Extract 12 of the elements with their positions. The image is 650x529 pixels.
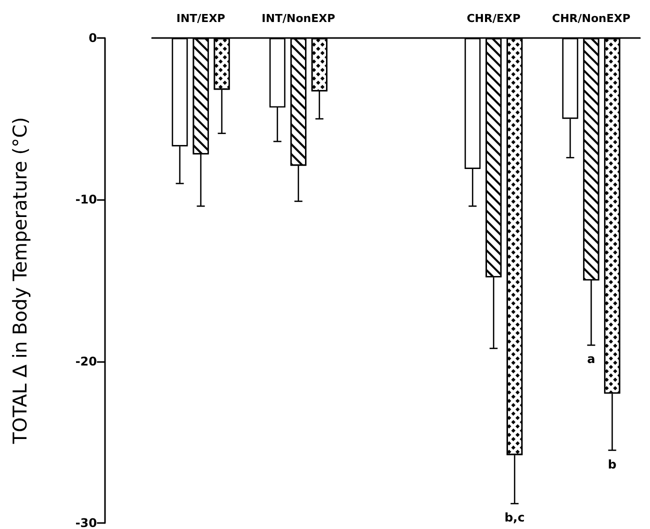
annotation: a xyxy=(587,352,596,366)
y-tick-label: -10 xyxy=(75,192,97,207)
x-tick-label: INT/NonEXP xyxy=(262,12,336,25)
x-tick-label: CHR/EXP xyxy=(466,12,521,25)
y-tick-label: -30 xyxy=(75,516,97,529)
y-tick-label: 0 xyxy=(88,31,97,45)
annotation: b xyxy=(608,457,617,472)
x-tick-label: INT/EXP xyxy=(176,12,226,25)
y-tick-label: -20 xyxy=(75,354,97,368)
y-axis-title: TOTAL Δ in Body Temperature (°C) xyxy=(10,117,32,445)
x-tick-label: CHR/NonEXP xyxy=(552,12,630,25)
annotation: b,c xyxy=(504,510,525,525)
